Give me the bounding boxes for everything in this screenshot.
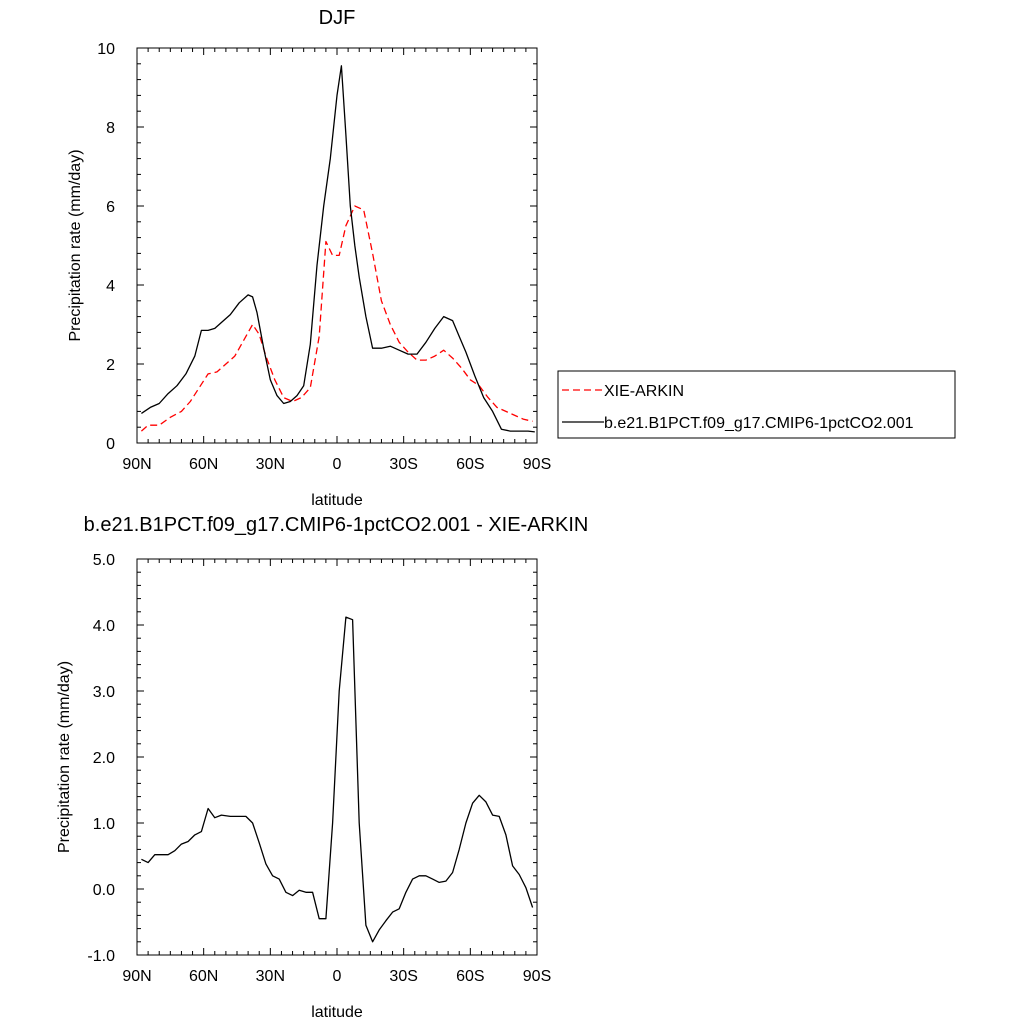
x-tick-label: 90S [523, 456, 551, 473]
y-axis-label: Precipitation rate (mm/day) [56, 661, 73, 853]
chart-title: DJF [319, 7, 356, 29]
y-tick-label: 4 [106, 278, 115, 295]
x-tick-label: 30S [389, 456, 417, 473]
y-tick-label: 2 [106, 357, 115, 374]
chart-title: b.e21.B1PCT.f09_g17.CMIP6-1pctCO2.001 - … [84, 514, 589, 536]
x-axis-label: latitude [311, 492, 363, 509]
x-tick-label: 90N [122, 968, 151, 985]
y-tick-label: 2.0 [93, 750, 115, 767]
x-tick-label: 30S [389, 968, 417, 985]
y-tick-label: -1.0 [87, 948, 115, 965]
x-tick-label: 30N [256, 456, 285, 473]
y-tick-label: 8 [106, 120, 115, 137]
legend-box [557, 370, 956, 439]
series-line-0 [141, 616, 534, 943]
x-tick-label: 60N [189, 456, 218, 473]
series-line-0 [140, 205, 533, 432]
plot-frame [136, 558, 538, 956]
y-axis-label: Precipitation rate (mm/day) [67, 149, 84, 341]
series-line-1 [141, 65, 535, 433]
x-tick-label: 0 [333, 968, 342, 985]
y-tick-label: 1.0 [93, 816, 115, 833]
y-tick-label: 5.0 [93, 552, 115, 569]
x-tick-label: 60N [189, 968, 218, 985]
x-tick-label: 90S [523, 968, 551, 985]
x-tick-label: 60S [456, 456, 484, 473]
y-tick-label: 0 [106, 436, 115, 453]
y-tick-label: 6 [106, 199, 115, 216]
x-tick-label: 0 [333, 456, 342, 473]
y-tick-label: 3.0 [93, 684, 115, 701]
x-axis-label: latitude [311, 1004, 363, 1021]
x-tick-label: 60S [456, 968, 484, 985]
legend-label-1: b.e21.B1PCT.f09_g17.CMIP6-1pctCO2.001 [604, 415, 914, 432]
x-tick-label: 30N [256, 968, 285, 985]
plot-frame [136, 47, 538, 444]
difference-panel: 90N 60N 30N 0 30S 60S 90S -1.0 0.0 1.0 2.0 3.0 4.0 5.… [56, 514, 588, 1021]
legend-label-0: XIE-ARKIN [604, 383, 684, 400]
y-tick-label: 0.0 [93, 882, 115, 899]
y-tick-label: 10 [97, 41, 115, 58]
x-tick-label: 90N [122, 456, 151, 473]
djf-panel: 90N 60N 30N 0 30S 60S 90S 0 2 4 6 8 10 latitude Precip… [67, 7, 956, 509]
y-tick-label: 4.0 [93, 618, 115, 635]
